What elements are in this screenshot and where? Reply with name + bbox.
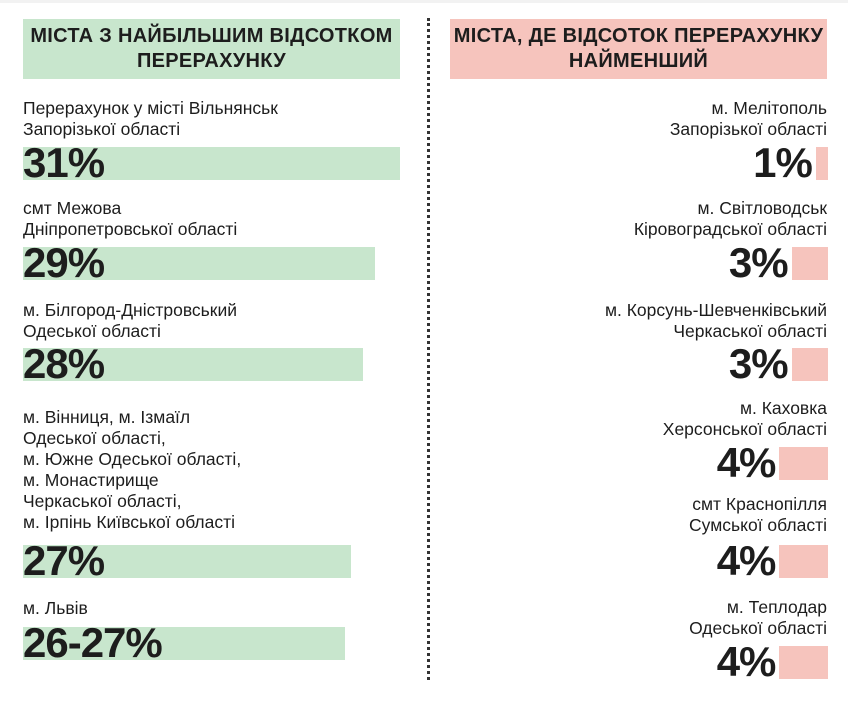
value-label-left: 27%: [23, 537, 105, 584]
value-label-right: 4%: [716, 537, 777, 584]
right-title: МІСТА, ДЕ ВІДСОТОК ПЕРЕРАХУНКУ НАЙМЕНШИЙ: [450, 19, 827, 79]
left-title: МІСТА З НАЙБІЛЬШИМ ВІДСОТКОМ ПЕРЕРАХУНКУ: [23, 19, 400, 79]
bar-right: [791, 348, 828, 381]
dotted-divider: [427, 18, 430, 680]
value-label-right: 4%: [716, 638, 777, 685]
value-label-left: 26-27%: [23, 619, 163, 666]
bar-label-left: м. Білгород-Дністровський Одеської облас…: [23, 300, 237, 341]
value-label-left: 28%: [23, 340, 105, 387]
bar-left: [23, 348, 364, 381]
bar-right: [815, 147, 828, 180]
bar-right: [779, 545, 828, 578]
bar-right: [779, 646, 828, 679]
value-label-left: 31%: [23, 139, 105, 186]
bar-left: [23, 247, 376, 280]
value-label-right: 4%: [716, 439, 777, 486]
value-label-right: 1%: [753, 139, 813, 186]
value-label-left: 29%: [23, 239, 105, 286]
bar-label-right: м. Каховка Херсонської області: [662, 398, 827, 439]
bar-label-right: смт Краснопілля Сумської області: [689, 494, 827, 535]
bar-label-left: м. Вінниця, м. Ізмаїл Одеської області, …: [23, 407, 242, 532]
bar-left: [23, 627, 345, 660]
bar-label-left: Перерахунок у місті Вільнянськ Запорізьк…: [23, 98, 278, 139]
bar-right: [791, 247, 828, 280]
value-label-right: 3%: [728, 239, 789, 286]
bar-left: [23, 147, 400, 180]
bar-label-left: м. Львів: [23, 598, 88, 618]
bar-label-right: м. Корсунь-Шевченківський Черкаської обл…: [604, 300, 827, 341]
bar-label-right: м. Світловодськ Кіровоградської області: [633, 198, 827, 239]
bar-label-right: м. Теплодар Одеської області: [689, 597, 827, 638]
top-border: [0, 0, 848, 3]
bar-left: [23, 545, 352, 578]
bar-right: [779, 447, 828, 480]
bar-label-left: смт Межова Дніпропетровської області: [23, 198, 238, 239]
bar-label-right: м. Мелітополь Запорізької області: [669, 98, 827, 139]
value-label-right: 3%: [728, 340, 789, 387]
